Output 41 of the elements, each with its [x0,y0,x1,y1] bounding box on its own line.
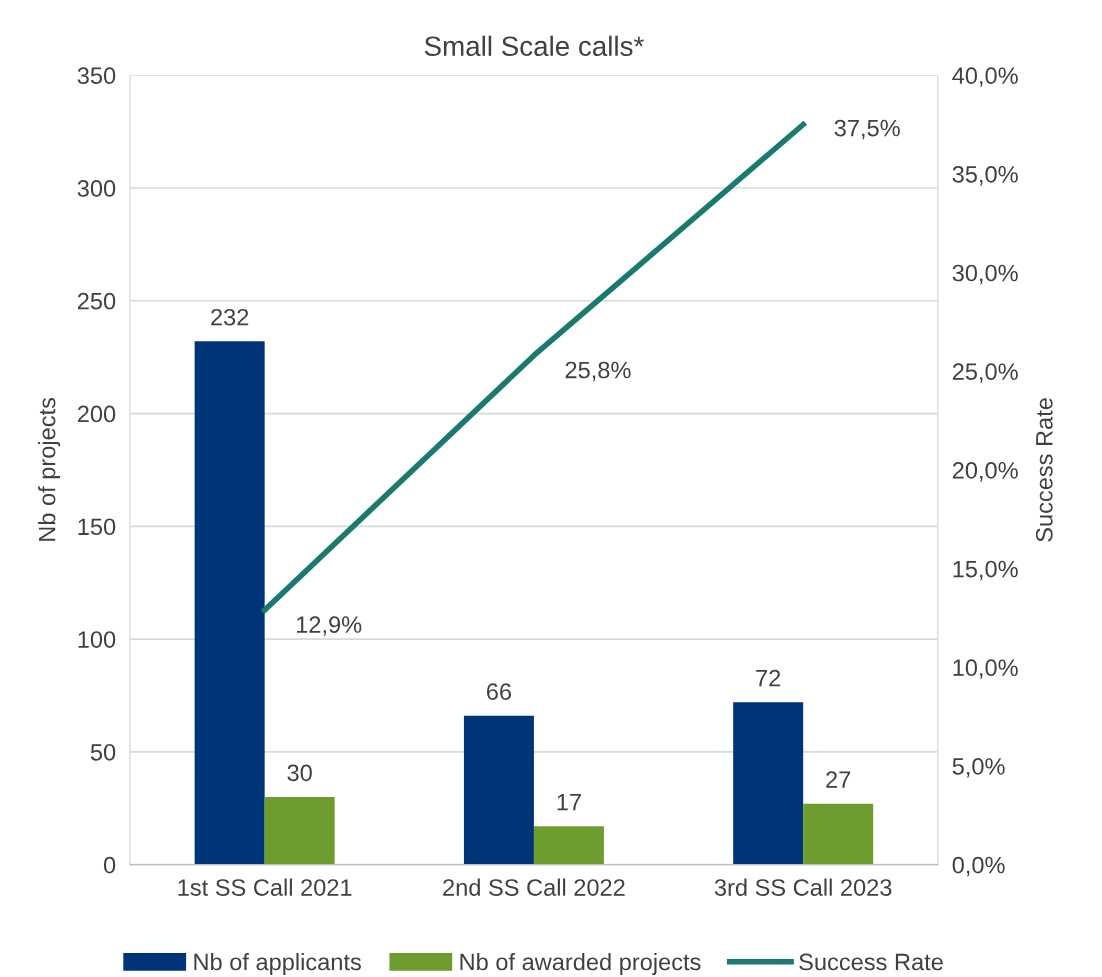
y2-tick-label: 40,0% [952,67,1018,87]
y-tick-label: 200 [77,405,116,423]
y-tick-label: 250 [77,292,116,310]
y2-tick-label: 35,0% [952,165,1018,186]
data-label: 72 [756,669,781,687]
data-label: 27 [826,771,851,788]
y-tick-label: 300 [77,180,116,197]
bar [803,803,874,865]
x-tick-label: 3rd SS Call 2023 [714,878,892,896]
y2-tick-label: 15,0% [953,560,1018,581]
data-label: 12,9% [297,616,362,636]
bar [733,702,804,865]
chart-title: Small Scale calls* [424,35,644,57]
y-tick-label: 0 [103,856,116,874]
bar [533,826,604,865]
legend-label: Nb of applicants [194,953,361,976]
data-label: 25,8% [565,361,631,382]
data-label: 30 [287,764,312,782]
data-label: 66 [486,683,512,701]
y2-axis-title: Success Rate [1035,398,1053,542]
y-tick-label: 100 [78,631,116,648]
y2-tick-label: 20,0% [952,462,1018,482]
y2-tick-label: 5,0% [952,758,1005,778]
x-tick-label: 2nd SS Call 2022 [443,878,625,896]
legend-label: Success Rate [799,953,943,971]
y2-tick-label: 30,0% [952,264,1018,285]
data-label: 17 [557,794,581,811]
data-label: 232 [211,308,249,326]
y-tick-label: 150 [78,518,116,536]
x-tick-label: 1st SS Call 2021 [178,878,352,896]
legend-label: Nb of awarded projects [460,953,701,976]
y-tick-label: 350 [77,67,116,85]
data-label: 37,5% [834,119,900,140]
y2-tick-label: 0,0% [952,856,1005,877]
y-axis-title: Nb of projects [38,397,61,541]
y2-tick-label: 25,0% [952,363,1018,383]
y2-tick-label: 10,0% [953,659,1018,679]
bar [463,715,534,865]
bar [194,341,265,865]
bar [264,796,335,865]
y-tick-label: 50 [90,743,116,761]
